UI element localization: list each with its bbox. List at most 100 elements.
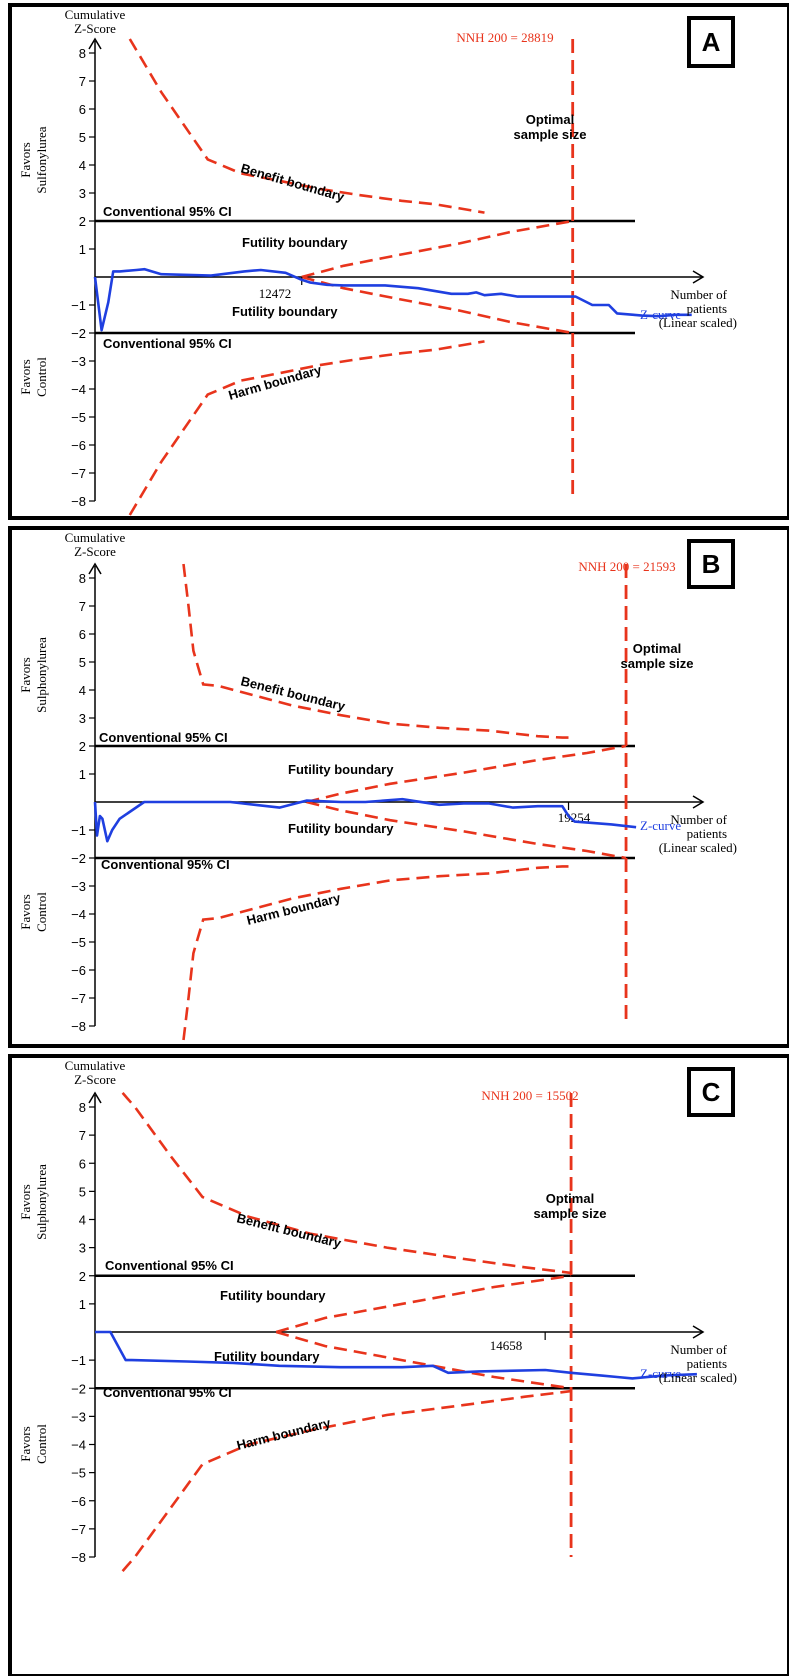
y-axis-title-line: Cumulative <box>65 1058 126 1073</box>
optimal-sample-size-label: Optimal sample size <box>621 641 694 671</box>
nnh-label: NNH 200 = 28819 <box>456 30 553 45</box>
y-tick-label: −2 <box>71 326 86 341</box>
y-tick-label: 4 <box>79 158 86 173</box>
y-tick-label: 2 <box>79 1269 86 1284</box>
futility-upper-boundary-line <box>275 1274 572 1334</box>
harm-boundary-label: Harm boundary <box>245 890 343 928</box>
favors-top-label-line: Sulphonylurea <box>34 637 49 713</box>
y-tick-label: −6 <box>71 1494 86 1509</box>
favors-top-label: FavorsSulphonylurea <box>18 1164 49 1240</box>
y-tick-label: −4 <box>71 907 86 922</box>
y-axis-arrow <box>88 1091 102 1104</box>
panel-letter: C <box>702 1077 721 1107</box>
favors-bottom-label: FavorsControl <box>18 1424 49 1464</box>
optimal-label-line: sample size <box>514 127 587 142</box>
optimal-label-line: sample size <box>534 1206 607 1221</box>
futility-lower-boundary-line <box>306 800 627 860</box>
y-tick-label: 8 <box>79 1100 86 1115</box>
favors-bottom-label-line: Control <box>34 1424 49 1464</box>
harm-boundary-label: Harm boundary <box>227 362 324 403</box>
benefit-boundary-line <box>182 563 569 739</box>
y-tick-label: 1 <box>79 767 86 782</box>
y-axis-title-line: Z-Score <box>74 1072 116 1087</box>
y-tick-label: 7 <box>79 1128 86 1143</box>
harm-boundary-label: Harm boundary <box>235 1415 333 1453</box>
y-tick-label: 3 <box>79 1241 86 1256</box>
y-tick-label: −4 <box>71 1438 86 1453</box>
y-tick-label: 8 <box>79 46 86 61</box>
panel-frame <box>8 3 789 520</box>
optimal-label-line: Optimal <box>633 641 681 656</box>
y-tick-label: 6 <box>79 102 86 117</box>
x-axis-arrow <box>692 270 705 284</box>
ci-upper-label: Conventional 95% CI <box>103 204 232 219</box>
x-axis-title-line: (Linear scaled) <box>659 315 737 330</box>
harm-boundary-line <box>128 340 485 516</box>
ci-lower-label: Conventional 95% CI <box>103 1385 232 1400</box>
y-tick-label: −2 <box>71 851 86 866</box>
z-curve-line <box>93 267 692 332</box>
favors-bottom-label: FavorsControl <box>18 892 49 932</box>
favors-bottom-label-line: Favors <box>18 894 33 929</box>
panel-letter: A <box>702 27 721 57</box>
futility-upper-label: Futility boundary <box>220 1288 326 1303</box>
panel-b: 8 7 6 5 4 3 2 1 −1 −2 −3 −4 −5 −6 −7 −8 Cumulative Z-Scor… <box>8 526 789 1048</box>
optimal-label-line: Optimal <box>526 112 574 127</box>
futility-lower-label: Futility boundary <box>232 304 338 319</box>
y-tick-label: 2 <box>79 214 86 229</box>
y-axis-title: Cumulative Z-Score <box>65 530 126 559</box>
y-axis-title-line: Cumulative <box>65 7 126 22</box>
favors-top-label-line: Favors <box>18 1184 33 1219</box>
futility-upper-label: Futility boundary <box>242 235 348 250</box>
harm-boundary-line <box>182 865 569 1041</box>
favors-top-label-line: Favors <box>18 657 33 692</box>
x-axis-title-line: patients <box>687 1356 727 1371</box>
nnh-label: NNH 200 = 15502 <box>481 1088 578 1103</box>
y-tick-label: −3 <box>71 879 86 894</box>
futility-lower-label: Futility boundary <box>214 1349 320 1364</box>
y-tick-label: 5 <box>79 130 86 145</box>
x-axis-title-line: patients <box>687 826 727 841</box>
benefit-boundary-label: Benefit boundary <box>235 1210 343 1251</box>
x-axis-title-line: Number of <box>670 812 727 827</box>
x-marker-label: 14658 <box>490 1338 523 1353</box>
y-tick-label: 2 <box>79 739 86 754</box>
panel-frame <box>8 1054 789 1676</box>
y-tick-label: 4 <box>79 1213 86 1228</box>
optimal-sample-size-label: Optimal sample size <box>514 112 587 142</box>
y-tick-label: −1 <box>71 823 86 838</box>
benefit-boundary-line <box>128 38 485 214</box>
z-curve-line <box>93 797 637 843</box>
futility-lower-label: Futility boundary <box>288 821 394 836</box>
favors-bottom-label-line: Control <box>34 357 49 397</box>
favors-top-label-line: Favors <box>18 142 33 177</box>
y-tick-label: 5 <box>79 655 86 670</box>
favors-top-label-line: Sulphonylurea <box>34 1164 49 1240</box>
panel-c: 8 7 6 5 4 3 2 1 −1 −2 −3 −4 −5 −6 −7 −8 Cumulative Z-Scor… <box>8 1054 789 1676</box>
y-tick-label: −3 <box>71 1409 86 1424</box>
y-tick-label: −5 <box>71 1466 86 1481</box>
ci-lower-label: Conventional 95% CI <box>101 857 230 872</box>
benefit-boundary-label: Benefit boundary <box>239 673 347 714</box>
z-curve-line <box>95 1330 697 1380</box>
y-tick-label: 7 <box>79 599 86 614</box>
y-axis-title-line: Z-Score <box>74 544 116 559</box>
y-axis-arrow <box>88 37 102 50</box>
futility-upper-boundary-line <box>301 219 573 279</box>
x-axis-title-line: (Linear scaled) <box>659 1370 737 1385</box>
y-tick-label: −1 <box>71 1353 86 1368</box>
y-tick-label: −5 <box>71 410 86 425</box>
panel-letter-box <box>687 1067 735 1117</box>
x-axis-title-line: patients <box>687 301 727 316</box>
y-tick-label: −6 <box>71 438 86 453</box>
y-tick-label: −8 <box>71 1019 86 1034</box>
panel-letter: B <box>702 549 721 579</box>
futility-lower-boundary-line <box>301 275 573 335</box>
y-tick-label: −1 <box>71 298 86 313</box>
favors-bottom-label-line: Favors <box>18 1426 33 1461</box>
favors-bottom-label-line: Favors <box>18 359 33 394</box>
y-tick-label: −4 <box>71 382 86 397</box>
x-marker-label: 12472 <box>259 286 292 301</box>
ci-upper-label: Conventional 95% CI <box>105 1258 234 1273</box>
